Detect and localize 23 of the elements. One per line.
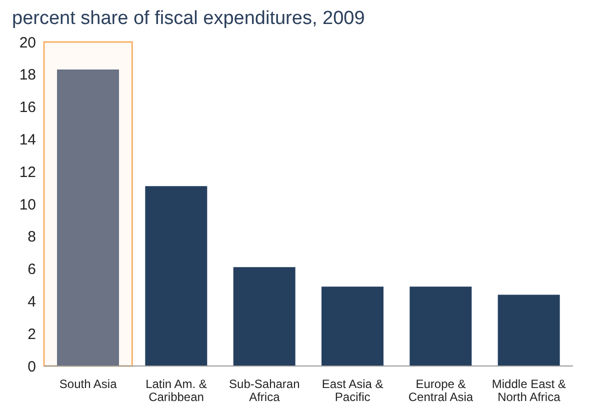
y-tick-label: 2 bbox=[28, 326, 36, 343]
x-tick-label: Sub-Saharan Africa bbox=[229, 377, 300, 404]
y-tick-label: 8 bbox=[28, 228, 36, 246]
bar bbox=[410, 286, 472, 366]
bar bbox=[233, 267, 296, 366]
y-tick-label: 12 bbox=[19, 164, 36, 181]
chart-title: percent share of fiscal expenditures, 2009 bbox=[12, 8, 366, 31]
y-tick-label: 20 bbox=[19, 34, 36, 52]
x-tick-label: Europe & Central Asia bbox=[408, 377, 474, 404]
bar bbox=[145, 186, 208, 366]
y-tick-label: 16 bbox=[19, 99, 36, 116]
y-tick-label: 4 bbox=[28, 294, 36, 311]
y-tick-label: 10 bbox=[19, 196, 36, 214]
x-tick-label: East Asia & Pacific bbox=[322, 377, 384, 404]
x-tick-label: Middle East & North Africa bbox=[492, 377, 566, 404]
x-tick-label: Latin Am. & Caribbean bbox=[146, 377, 207, 404]
bar bbox=[322, 286, 384, 366]
y-tick-label: 6 bbox=[28, 261, 36, 278]
bar bbox=[498, 294, 560, 366]
y-tick-label: 0 bbox=[28, 358, 36, 376]
x-tick-label: South Asia bbox=[59, 377, 118, 391]
y-tick-label: 18 bbox=[19, 66, 36, 84]
y-tick-label: 14 bbox=[19, 132, 36, 149]
